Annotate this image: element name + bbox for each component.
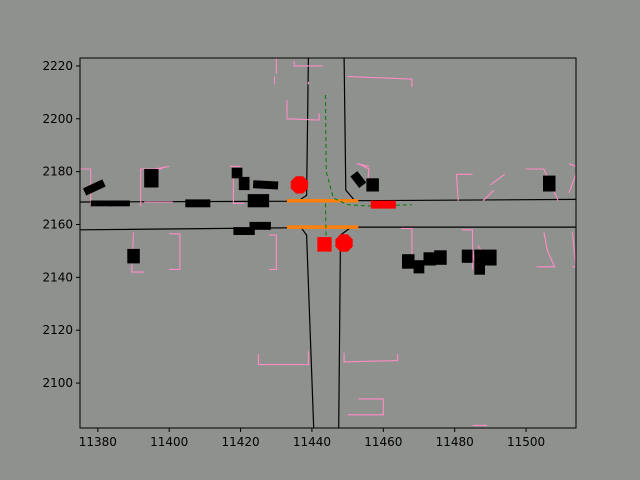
ego-vehicles-layer (290, 176, 396, 252)
vehicle-4 (185, 199, 211, 208)
road-edge-2 (80, 227, 315, 428)
x-tick-label-5: 11480 (436, 435, 474, 449)
y-tick-label-3: 2160 (42, 218, 73, 232)
y-tick-label-4: 2180 (42, 165, 73, 179)
crosswalk-line-19 (482, 189, 495, 202)
crosswalks-layer (80, 58, 576, 426)
crosswalk-line-13 (169, 233, 181, 270)
x-axis: 11380 11400 11420 11440 11460 11480 11500 (79, 428, 545, 449)
vehicle-1 (90, 200, 113, 207)
crosswalk-line-30 (257, 351, 309, 366)
vehicle-16 (423, 252, 436, 266)
vehicle-2 (108, 200, 130, 207)
y-axis: 2100 2120 2140 2160 2180 2200 2220 (42, 59, 80, 390)
vehicle-18 (461, 249, 473, 263)
crosswalk-line-4 (347, 75, 413, 88)
stop-lines-layer (287, 198, 359, 229)
vehicle-11 (127, 248, 140, 264)
ego-agent-3 (370, 200, 396, 209)
vehicle-3 (144, 169, 159, 188)
vehicle-9 (233, 227, 255, 235)
vehicle-21 (484, 249, 497, 266)
x-tick-label-1: 11400 (150, 435, 188, 449)
crosswalk-line-12 (131, 232, 145, 273)
crosswalk-line-18 (490, 173, 505, 186)
crosswalk-line-10 (232, 171, 245, 204)
vehicle-5 (231, 167, 243, 179)
crosswalk-line-27 (536, 232, 556, 268)
crosswalk-line-16 (356, 163, 370, 167)
crosswalk-line-22 (568, 174, 576, 193)
vehicle-8 (247, 194, 270, 208)
plot-layers (80, 58, 576, 428)
crosswalk-line-14 (269, 234, 277, 270)
x-tick-label-6: 11500 (507, 435, 545, 449)
vehicle-10 (249, 221, 271, 230)
crosswalk-line-28 (571, 232, 576, 267)
vehicle-19 (474, 261, 485, 275)
crosswalk-line-31 (343, 352, 399, 363)
crosswalk-line-32 (347, 398, 384, 416)
crosswalk-line-5 (286, 100, 320, 121)
vehicle-15 (413, 260, 425, 274)
vehicle-13 (366, 178, 379, 192)
y-tick-label-0: 2100 (42, 376, 73, 390)
vehicle-17 (434, 250, 447, 265)
road-edge-3 (338, 226, 576, 428)
x-tick-label-4: 11460 (364, 435, 402, 449)
x-tick-label-0: 11380 (79, 435, 117, 449)
vehicle-14 (402, 254, 415, 269)
y-tick-label-2: 2140 (42, 270, 73, 284)
plot-frame (79, 57, 577, 429)
crosswalk-line-0 (293, 60, 323, 67)
vehicle-22 (543, 175, 556, 192)
vehicle-20 (474, 249, 485, 263)
x-tick-label-3: 11440 (293, 435, 331, 449)
y-tick-label-6: 2220 (42, 59, 73, 73)
crosswalk-line-21 (568, 163, 576, 167)
ego-agent-0 (290, 176, 309, 194)
crosswalk-line-6 (80, 168, 92, 206)
vehicle-12 (350, 171, 367, 188)
road-edge-1 (343, 58, 576, 202)
vehicle-7 (252, 180, 279, 190)
vehicle-6 (238, 176, 250, 191)
ego-agent-2 (335, 234, 353, 252)
ego-agent-1 (317, 237, 332, 252)
crosswalk-line-17 (455, 173, 473, 201)
x-tick-label-2: 11420 (221, 435, 259, 449)
y-tick-label-5: 2200 (42, 112, 73, 126)
vehicles-layer (82, 167, 556, 275)
vehicle-0 (82, 179, 106, 196)
y-tick-label-1: 2120 (42, 323, 73, 337)
